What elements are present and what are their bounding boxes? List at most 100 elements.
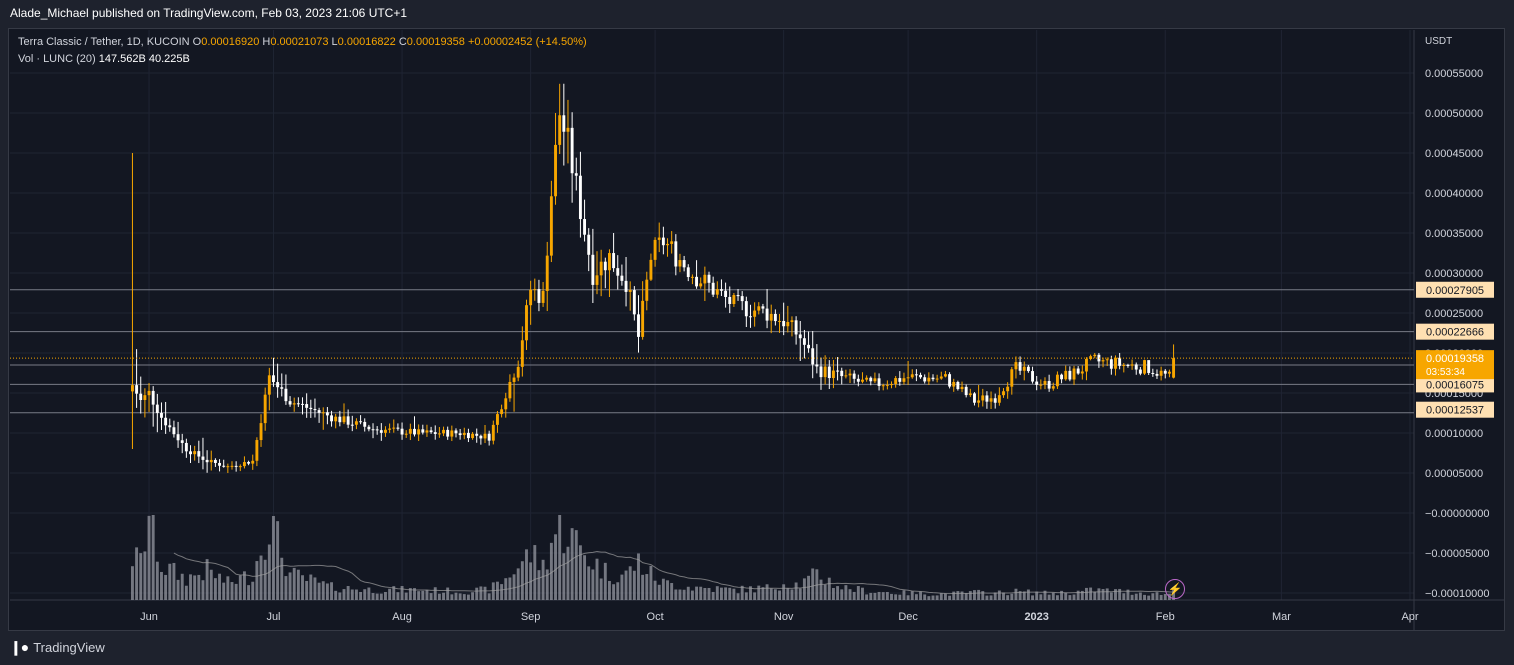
volume-bar — [193, 575, 197, 600]
legend-ohlc-row: Terra Classic / Tether, 1D, KUCOIN O0.00… — [18, 34, 587, 51]
volume-bar — [1060, 590, 1064, 600]
candle-body — [690, 276, 694, 278]
open-value: 0.00016920 — [201, 36, 260, 48]
volume-bar — [384, 591, 387, 600]
volume-ma-value: 40.225B — [148, 53, 190, 65]
volume-bar — [197, 574, 201, 600]
volume-bar — [740, 585, 744, 600]
volume-bar — [330, 582, 333, 600]
candle-body — [259, 423, 263, 441]
candle-body — [272, 375, 275, 383]
candle-body — [545, 255, 549, 291]
volume-bar — [545, 569, 549, 600]
volume-bar — [686, 586, 690, 600]
volume-bar — [981, 591, 985, 600]
volume-bar — [554, 534, 557, 600]
volume-bar — [1085, 587, 1088, 600]
volume-label[interactable]: Vol · LUNC (20) — [18, 53, 96, 65]
price-level-tag-label: 0.00027905 — [1426, 285, 1484, 297]
candle-body — [500, 409, 504, 415]
candle-body — [761, 306, 765, 309]
candle-body — [981, 395, 985, 401]
volume-bar — [189, 574, 192, 600]
candle-body — [786, 322, 790, 327]
candle-body — [292, 403, 296, 405]
candle-body — [1076, 368, 1080, 374]
volume-bar — [168, 563, 172, 600]
x-tick-label: Aug — [392, 611, 412, 623]
volume-bar — [317, 582, 321, 600]
candle-body — [520, 340, 524, 367]
chart-pane[interactable] — [8, 28, 1505, 631]
candle-body — [230, 465, 234, 467]
volume-bar — [272, 516, 275, 600]
candle-body — [504, 398, 508, 410]
volume-bar — [732, 588, 736, 600]
candle-body — [454, 430, 458, 434]
candle-body — [1109, 359, 1113, 369]
candle-body — [724, 290, 728, 297]
candle-body — [749, 316, 752, 318]
volume-bar — [595, 558, 599, 600]
volume-bar — [790, 589, 794, 600]
volume-bar — [753, 592, 757, 600]
candle-body — [968, 393, 972, 396]
candle-body — [151, 390, 155, 405]
candle-body — [516, 366, 520, 378]
candle-body — [512, 377, 516, 382]
volume-bar — [587, 566, 591, 600]
chart-legend: Terra Classic / Tether, 1D, KUCOIN O0.00… — [18, 34, 587, 68]
volume-bar — [143, 551, 147, 600]
candle-body — [450, 430, 454, 437]
candle-body — [458, 433, 462, 436]
price-level-tag-label: 0.00012537 — [1426, 405, 1484, 417]
candle-body — [719, 289, 723, 291]
y-tick-label: −0.00005000 — [1425, 548, 1490, 560]
tradingview-logo[interactable]: ❙● TradingView — [10, 639, 105, 656]
lightning-bolt-icon[interactable]: ⚡ — [1165, 579, 1185, 599]
volume-bar — [811, 568, 815, 600]
candle-body — [890, 384, 893, 386]
volume-bar — [599, 578, 603, 600]
volume-bar — [898, 594, 902, 600]
candle-body — [1097, 354, 1101, 362]
candle-body — [657, 237, 661, 240]
candle-body — [852, 373, 856, 379]
volume-bar — [1064, 592, 1068, 600]
volume-bar — [400, 586, 404, 600]
volume-bar — [869, 592, 873, 600]
volume-bar — [259, 555, 263, 600]
candle-body — [645, 279, 649, 301]
volume-bar — [388, 588, 392, 600]
volume-bar — [1126, 589, 1130, 600]
candle-body — [201, 456, 205, 460]
candle-body — [143, 395, 147, 400]
candle-body — [330, 415, 333, 422]
volume-bar — [338, 592, 342, 600]
candle-body — [583, 219, 587, 235]
volume-bar — [247, 585, 251, 600]
candle-body — [213, 459, 217, 463]
candle-body — [666, 243, 669, 246]
candle-body — [570, 127, 574, 174]
symbol-description[interactable]: Terra Classic / Tether, 1D, KUCOIN — [18, 36, 190, 48]
volume-bar — [993, 592, 997, 600]
candle-body — [251, 460, 255, 464]
volume-bar — [135, 547, 139, 600]
volume-bar — [516, 568, 520, 600]
candle-body — [964, 386, 968, 396]
candle-body — [902, 378, 906, 382]
candle-body — [176, 434, 180, 441]
volume-bar — [761, 587, 765, 600]
candle-body — [624, 280, 628, 292]
tradingview-logo-icon: ❙● — [10, 639, 29, 655]
low-label: L — [331, 36, 338, 48]
volume-bar — [682, 589, 686, 600]
volume-bar — [628, 566, 632, 600]
candle-body — [943, 374, 947, 377]
volume-bar — [1055, 595, 1059, 600]
candle-body — [384, 429, 387, 433]
candle-body — [363, 421, 367, 427]
candle-body — [1130, 364, 1134, 366]
